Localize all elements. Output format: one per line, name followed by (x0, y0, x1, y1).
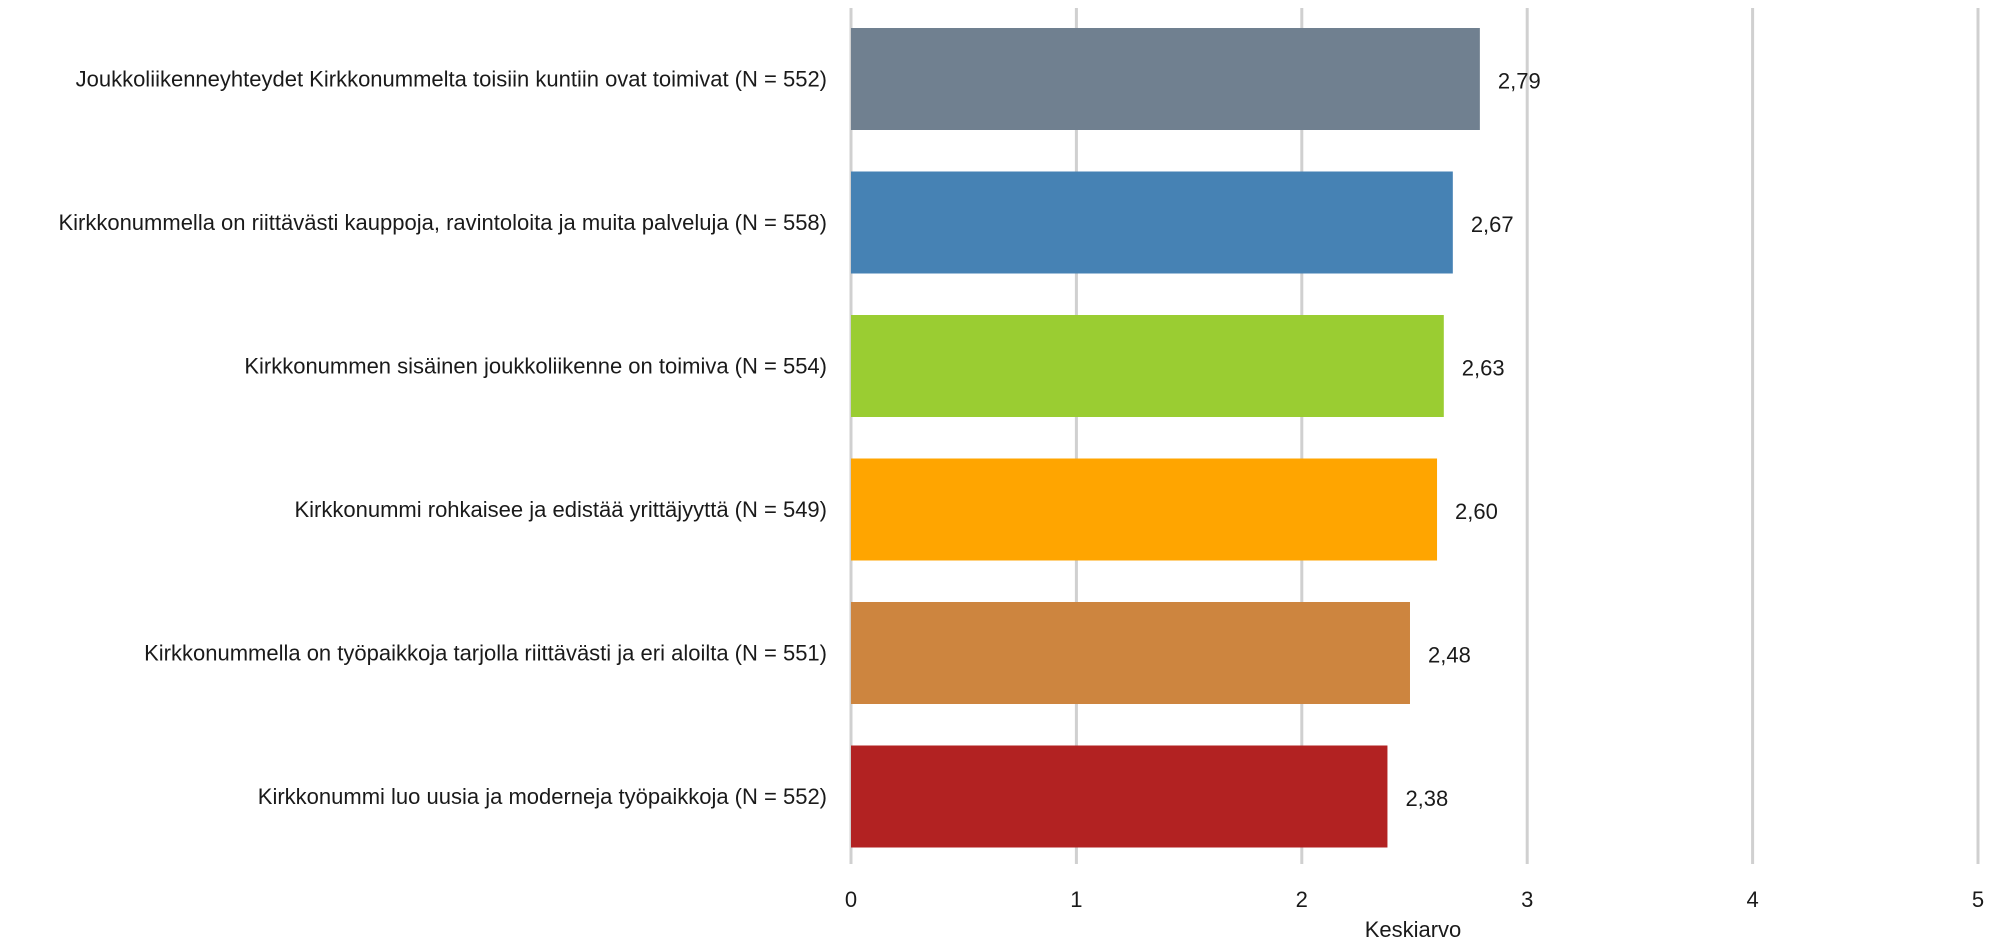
category-label-5: Kirkkonummi luo uusia ja moderneja työpa… (258, 784, 827, 809)
bar-4 (851, 602, 1410, 704)
x-tick-label-0: 0 (845, 887, 857, 912)
category-label-1: Kirkkonummella on riittävästi kauppoja, … (58, 210, 827, 235)
category-label-3: Kirkkonummi rohkaisee ja edistää yrittäj… (295, 497, 828, 522)
x-tick-label-2: 2 (1296, 887, 1308, 912)
category-label-2: Kirkkonummen sisäinen joukkoliikenne on … (244, 354, 827, 379)
bars (851, 28, 1480, 848)
value-label-4: 2,48 (1428, 643, 1471, 668)
x-tick-label-1: 1 (1070, 887, 1082, 912)
value-label-5: 2,38 (1405, 786, 1448, 811)
value-label-2: 2,63 (1462, 356, 1505, 381)
value-label-3: 2,60 (1455, 499, 1498, 524)
bar-0 (851, 28, 1480, 130)
x-axis-title: Keskiarvo (1365, 917, 1462, 942)
value-labels: 2,79 2,67 2,63 2,60 2,48 2,38 (1405, 69, 1540, 812)
gridlines (849, 8, 1980, 864)
x-tick-label-4: 4 (1746, 887, 1758, 912)
x-tick-label-5: 5 (1972, 887, 1984, 912)
x-tick-label-3: 3 (1521, 887, 1533, 912)
category-labels: Joukkoliikenneyhteydet Kirkkonummelta to… (58, 67, 827, 810)
x-tick-labels: 0 1 2 3 4 5 (845, 887, 1984, 912)
value-label-0: 2,79 (1498, 69, 1541, 94)
bar-1 (851, 171, 1453, 274)
category-label-0: Joukkoliikenneyhteydet Kirkkonummelta to… (76, 67, 827, 92)
bar-5 (851, 745, 1388, 848)
bar-2 (851, 315, 1444, 417)
value-label-1: 2,67 (1471, 212, 1514, 237)
bar-3 (851, 458, 1438, 561)
category-label-4: Kirkkonummella on työpaikkoja tarjolla r… (144, 641, 827, 666)
